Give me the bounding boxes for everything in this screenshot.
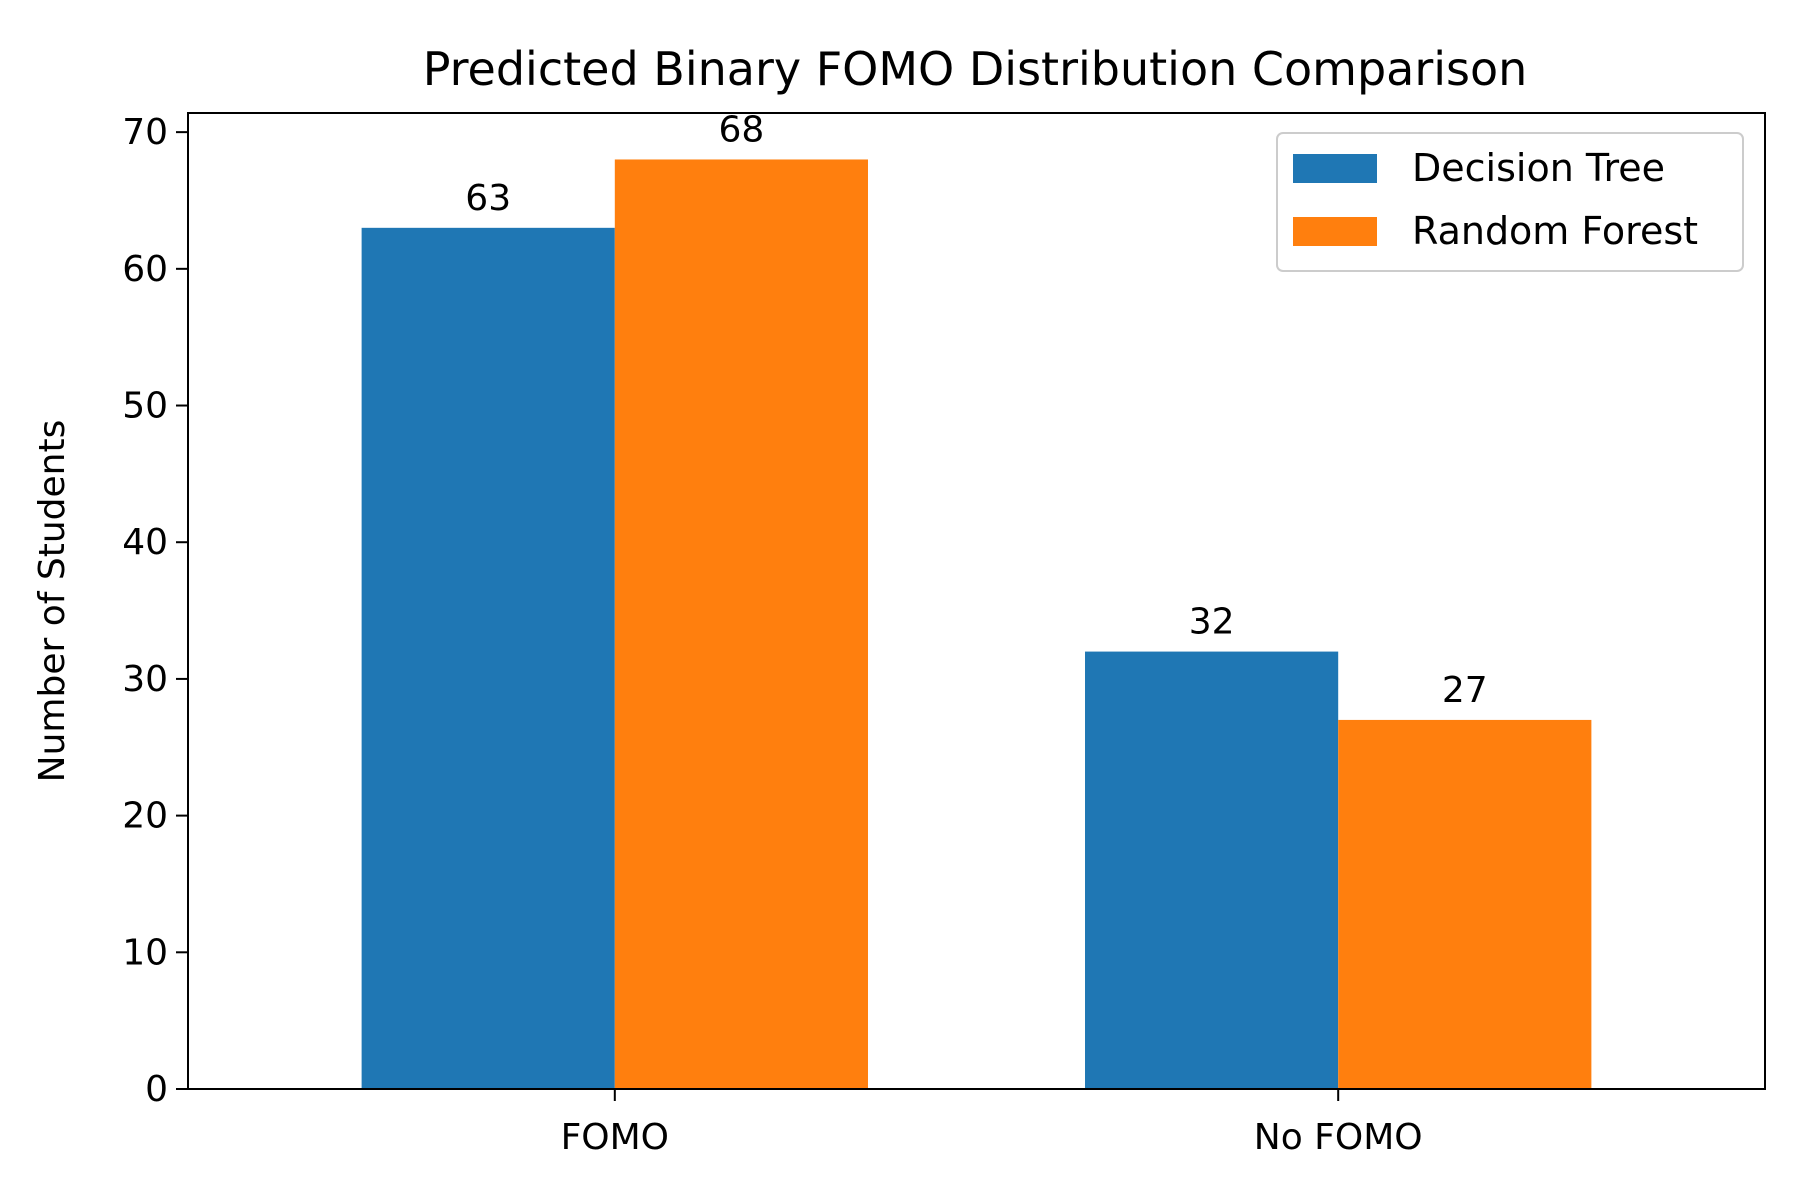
y-tick-label: 50 — [122, 386, 168, 427]
bar-decision-tree-no-fomo — [1085, 651, 1339, 1089]
legend-label: Random Forest — [1412, 209, 1698, 253]
legend-label: Decision Tree — [1412, 146, 1665, 190]
x-tick-label: No FOMO — [1254, 1117, 1423, 1158]
y-tick-label: 60 — [122, 249, 168, 290]
bars-group — [361, 159, 1592, 1089]
legend: Decision Tree Random Forest — [1276, 132, 1744, 272]
y-tick-label: 0 — [145, 1069, 168, 1110]
legend-swatch — [1293, 154, 1377, 183]
bar-random-forest-no-fomo — [1338, 719, 1592, 1089]
bar-decision-tree-fomo — [361, 227, 615, 1089]
legend-swatch — [1293, 217, 1377, 246]
x-tick-label: FOMO — [561, 1117, 669, 1158]
y-tick-label: 40 — [122, 522, 168, 563]
data-labels-group: 63 32 68 27 — [465, 109, 1487, 710]
y-tick-label: 10 — [122, 932, 168, 973]
y-axis-label: Number of Students — [32, 420, 73, 783]
plot-frame — [187, 112, 1766, 1090]
y-tick-label: 20 — [122, 796, 168, 837]
y-axis-ticks: 0 10 20 30 40 50 60 70 — [122, 112, 188, 1110]
bar-random-forest-fomo — [614, 159, 868, 1089]
data-label: 68 — [718, 109, 764, 150]
data-label: 63 — [465, 178, 511, 219]
data-label: 32 — [1189, 602, 1235, 643]
y-tick-label: 30 — [122, 659, 168, 700]
data-label: 27 — [1442, 670, 1488, 711]
x-axis-ticks: FOMO No FOMO — [561, 1089, 1423, 1158]
y-tick-label: 70 — [122, 112, 168, 153]
chart-title: Predicted Binary FOMO Distribution Compa… — [423, 42, 1528, 96]
legend-box — [1276, 132, 1744, 272]
